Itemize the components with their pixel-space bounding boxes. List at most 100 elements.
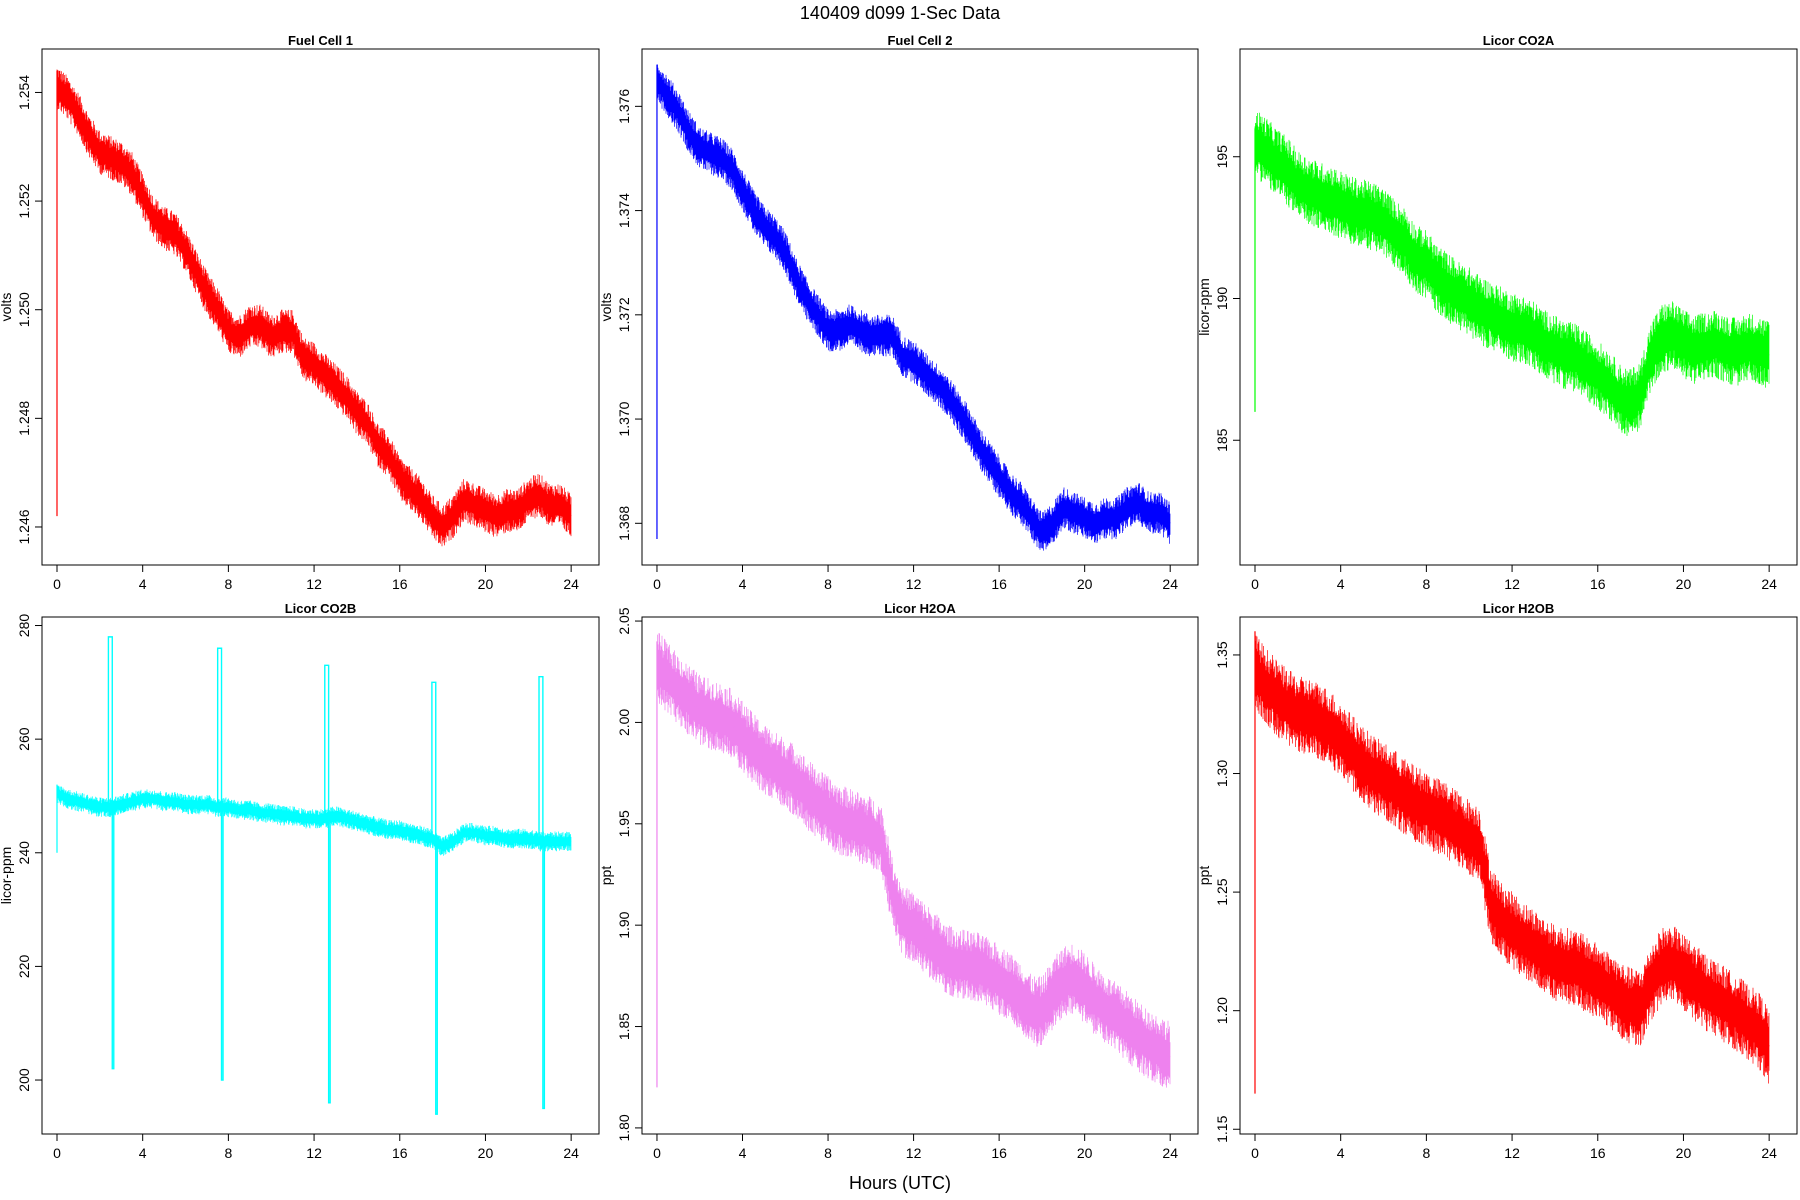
series-group (656, 64, 1171, 551)
series-line (1254, 671, 1770, 1047)
y-tick-label: 1.30 (1214, 760, 1230, 787)
x-tick-label: 20 (1077, 576, 1093, 592)
y-tick-label: 1.250 (16, 292, 32, 327)
x-tick-label: 4 (1337, 576, 1345, 592)
y-tick-label: 1.370 (616, 401, 632, 436)
series-band (56, 785, 572, 856)
y-tick-label: 2.05 (616, 607, 632, 634)
x-tick-label: 8 (1422, 576, 1430, 592)
y-axis-label: ppt (598, 866, 614, 886)
y-tick-label: 185 (1214, 428, 1230, 452)
y-tick-label: 1.20 (1214, 997, 1230, 1024)
x-tick-label: 24 (1761, 1145, 1777, 1161)
panel-3: Licor CO2A licor-ppm 0 4 8 12 16 20 24 185 190 195 (1196, 33, 1798, 592)
x-tick-label: 24 (563, 576, 579, 592)
x-tick-label: 12 (1504, 576, 1520, 592)
x-tick-label: 4 (139, 576, 147, 592)
plot-frame (1239, 616, 1798, 1135)
x-tick-label: 8 (824, 1145, 832, 1161)
y-tick-label: 190 (1214, 287, 1230, 311)
x-tick-label: 0 (53, 1145, 61, 1161)
x-tick-label: 20 (478, 576, 494, 592)
calibration-spike (431, 681, 438, 1115)
y-tick-label: 1.254 (16, 75, 32, 110)
y-tick-label: 2.00 (616, 709, 632, 736)
panel-title: Fuel Cell 2 (887, 33, 952, 48)
y-tick-label: 1.80 (616, 1114, 632, 1141)
x-tick-label: 16 (991, 576, 1007, 592)
figure-title: 140409 d099 1-Sec Data (800, 3, 1001, 23)
series-band (656, 633, 1171, 1088)
x-tick-label: 8 (224, 576, 232, 592)
x-tick-label: 24 (1162, 576, 1178, 592)
y-tick-label: 240 (16, 841, 32, 865)
series-band (656, 64, 1171, 551)
y-tick-label: 1.90 (616, 911, 632, 938)
series-group (56, 69, 572, 547)
panel-6: Licor H2OB ppt 0 4 8 12 16 20 24 1.15 1.20 1.25 1.30… (1196, 601, 1798, 1161)
y-tick-label: 200 (16, 1068, 32, 1092)
panel-title: Licor H2OB (1483, 601, 1555, 616)
y-tick-label: 280 (16, 614, 32, 638)
x-tick-label: 16 (1590, 576, 1606, 592)
x-tick-label: 8 (824, 576, 832, 592)
series-line (656, 79, 1171, 535)
series-group (56, 636, 572, 1115)
x-tick-label: 0 (653, 576, 661, 592)
y-axis-label: volts (0, 293, 14, 322)
x-tick-label: 20 (1676, 576, 1692, 592)
series-band (56, 69, 572, 547)
series-band (1254, 635, 1770, 1084)
panels: Fuel Cell 1 volts 0 4 8 12 16 20 24 1.246 1.248 1.2… (0, 33, 1798, 1161)
y-axis-label: ppt (1196, 866, 1212, 886)
x-tick-label: 4 (1337, 1145, 1345, 1161)
x-tick-label: 12 (306, 576, 322, 592)
plot-frame (41, 616, 600, 1135)
x-tick-label: 12 (906, 576, 922, 592)
x-tick-label: 16 (392, 576, 408, 592)
series-group (1254, 631, 1770, 1094)
series-group (1254, 112, 1770, 436)
series-band (1254, 112, 1770, 436)
y-tick-label: 1.25 (1214, 878, 1230, 905)
y-tick-label: 1.246 (16, 509, 32, 544)
panel-4: Licor CO2B licor-ppm 0 4 8 12 16 20 24 200 220 240 2… (0, 601, 600, 1161)
x-tick-label: 20 (1676, 1145, 1692, 1161)
panel-title: Licor CO2A (1483, 33, 1555, 48)
y-axis-label: volts (598, 293, 614, 322)
x-tick-label: 20 (1077, 1145, 1093, 1161)
x-tick-label: 12 (906, 1145, 922, 1161)
x-tick-label: 0 (1251, 1145, 1259, 1161)
plot-frame (641, 616, 1199, 1135)
x-tick-label: 0 (653, 1145, 661, 1161)
calibration-spike (324, 664, 331, 1104)
x-tick-label: 24 (1761, 576, 1777, 592)
series-line (56, 86, 572, 528)
panel-title: Licor H2OA (884, 601, 956, 616)
series-line (656, 665, 1171, 1058)
x-tick-label: 24 (1162, 1145, 1178, 1161)
y-tick-label: 1.368 (616, 506, 632, 541)
x-tick-label: 8 (224, 1145, 232, 1161)
y-tick-label: 1.248 (16, 401, 32, 436)
x-tick-label: 12 (1504, 1145, 1520, 1161)
x-tick-label: 0 (1251, 576, 1259, 592)
panel-1: Fuel Cell 1 volts 0 4 8 12 16 20 24 1.246 1.248 1.2… (0, 33, 600, 592)
y-tick-label: 260 (16, 727, 32, 751)
x-tick-label: 16 (392, 1145, 408, 1161)
y-tick-label: 1.252 (16, 183, 32, 218)
y-axis-label: licor-ppm (1196, 278, 1212, 336)
x-tick-label: 4 (739, 576, 747, 592)
plot-frame (1239, 48, 1798, 566)
x-tick-label: 4 (139, 1145, 147, 1161)
panel-2: Fuel Cell 2 volts 0 4 8 12 16 20 24 1.368 1.370 1.3… (598, 33, 1199, 592)
y-tick-label: 220 (16, 955, 32, 979)
plot-frame (41, 48, 600, 566)
y-tick-label: 1.372 (616, 297, 632, 332)
calibration-spike (538, 675, 546, 1110)
y-axis-label: licor-ppm (0, 847, 14, 905)
calibration-spike (107, 636, 115, 1070)
panel-title: Fuel Cell 1 (288, 33, 353, 48)
x-tick-label: 4 (739, 1145, 747, 1161)
